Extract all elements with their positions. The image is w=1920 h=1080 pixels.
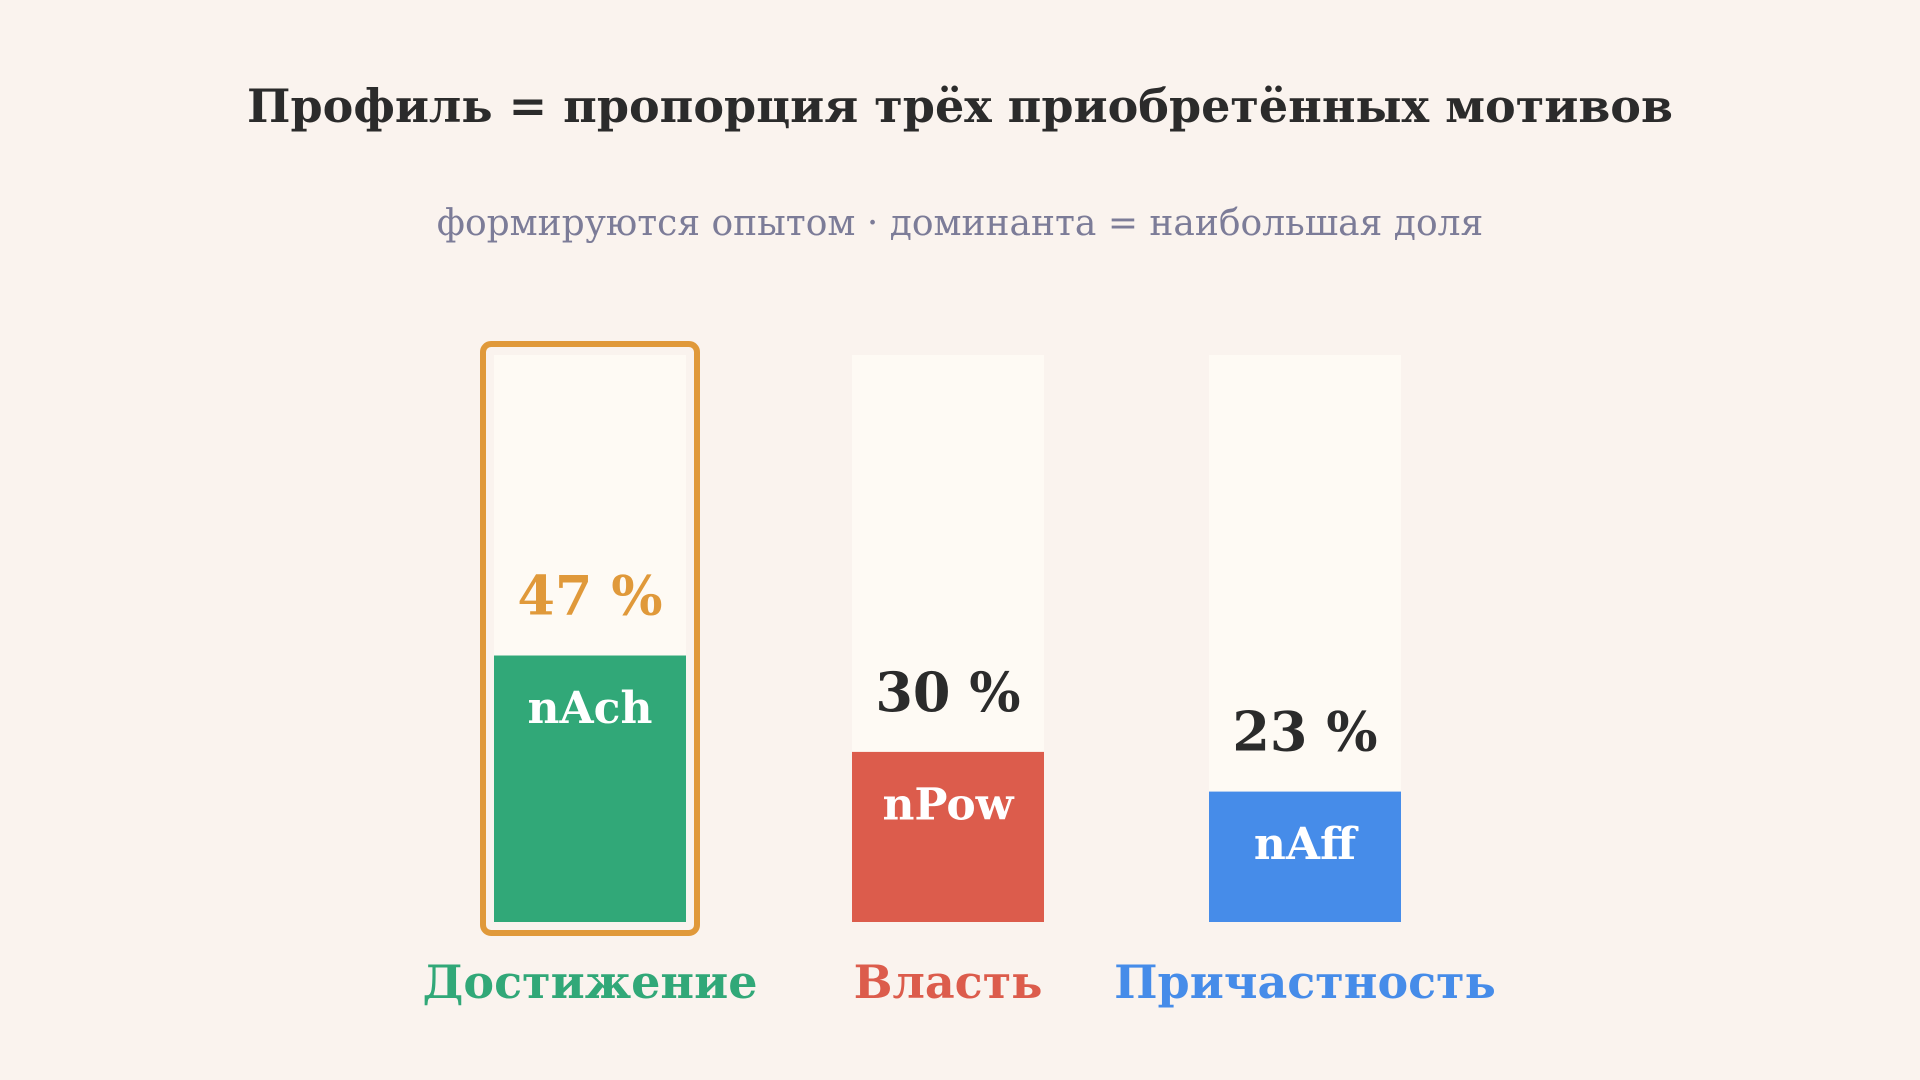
bar-code: nAch bbox=[528, 683, 653, 734]
dominant-frame bbox=[480, 341, 700, 936]
bar-code: nPow bbox=[882, 779, 1014, 830]
category-label: Власть bbox=[854, 955, 1043, 1009]
chart-subtitle: формируются опытом · доминанта = наиболь… bbox=[437, 203, 1483, 244]
value-label: 47 % bbox=[517, 564, 662, 628]
bar bbox=[494, 655, 686, 922]
chart-title: Профиль = пропорция трёх приобретённых м… bbox=[247, 79, 1673, 133]
bar bbox=[852, 751, 1044, 922]
bar bbox=[1209, 791, 1401, 922]
value-label: 23 % bbox=[1232, 700, 1377, 764]
category-label: Причастность bbox=[1114, 955, 1496, 1009]
value-label: 30 % bbox=[875, 660, 1020, 724]
category-label: Достижение bbox=[423, 955, 758, 1009]
bar-code: nAff bbox=[1254, 819, 1359, 870]
